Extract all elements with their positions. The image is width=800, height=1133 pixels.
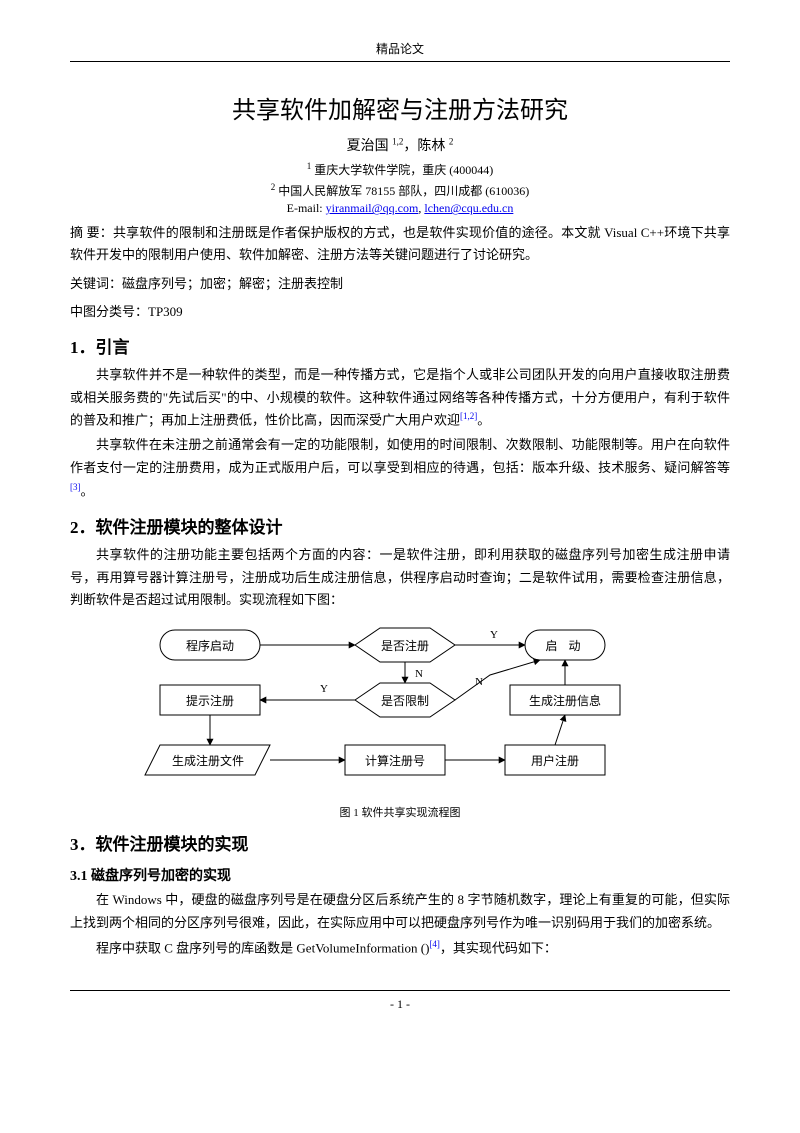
email-line: E-mail: yiranmail@qq.com, lchen@cqu.edu.…	[70, 201, 730, 216]
abstract-label: 摘 要：	[70, 225, 113, 240]
clc-label: 中图分类号：	[70, 304, 148, 319]
svg-text:提示注册: 提示注册	[186, 693, 234, 708]
section-3-heading: 3．软件注册模块的实现	[70, 830, 730, 855]
section-3-para-1: 在 Windows 中，硬盘的磁盘序列号是在硬盘分区后系统产生的 8 字节随机数…	[70, 889, 730, 935]
svg-text:生成注册文件: 生成注册文件	[172, 753, 244, 768]
running-header: 精品论文	[70, 40, 730, 57]
page-number: - 1 -	[70, 997, 730, 1012]
paper-title: 共享软件加解密与注册方法研究	[70, 90, 730, 125]
abstract-block: 摘 要：共享软件的限制和注册既是作者保护版权的方式，也是软件实现价值的途径。本文…	[70, 222, 730, 266]
clc-block: 中图分类号：TP309	[70, 301, 730, 323]
citation-link[interactable]: [4]	[429, 939, 440, 949]
clc-text: TP309	[148, 304, 183, 319]
section-1-para-2: 共享软件在未注册之前通常会有一定的功能限制，如使用的时间限制、次数限制、功能限制…	[70, 434, 730, 503]
email-prefix: E-mail:	[287, 201, 323, 215]
svg-text:计算注册号: 计算注册号	[365, 753, 425, 768]
svg-text:Y: Y	[490, 629, 498, 641]
section-1-para-1: 共享软件并不是一种软件的类型，而是一种传播方式，它是指个人或非公司团队开发的向用…	[70, 364, 730, 433]
abstract-text: 共享软件的限制和注册既是作者保护版权的方式，也是软件实现价值的途径。本文就 Vi…	[70, 225, 730, 262]
figure-1-caption: 图 1 软件共享实现流程图	[70, 804, 730, 820]
email-link-1[interactable]: yiranmail@qq.com	[326, 201, 419, 215]
svg-text:Y: Y	[320, 683, 328, 695]
paper-page: 精品论文 共享软件加解密与注册方法研究 夏治国 1,2，陈林 2 1 重庆大学软…	[0, 0, 800, 1042]
svg-text:N: N	[415, 668, 423, 680]
keywords-label: 关键词：	[70, 276, 122, 291]
svg-text:生成注册信息: 生成注册信息	[529, 693, 601, 708]
svg-text:是否注册: 是否注册	[381, 638, 429, 653]
svg-text:用户注册: 用户注册	[531, 753, 579, 768]
flowchart-figure: 程序启动 是否注册 启 动 是否限制 提示注册 生成注册信息 生成注册文件 计算…	[120, 620, 680, 800]
email-link-2[interactable]: lchen@cqu.edu.cn	[424, 201, 513, 215]
section-2-para-1: 共享软件的注册功能主要包括两个方面的内容：一是软件注册，即利用获取的磁盘序列号加…	[70, 544, 730, 612]
section-1-heading: 1．引言	[70, 333, 730, 358]
citation-link[interactable]: [3]	[70, 482, 81, 492]
svg-text:程序启动: 程序启动	[186, 638, 234, 653]
svg-text:启 动: 启 动	[545, 639, 584, 653]
affiliation-2: 2 中国人民解放军 78155 部队，四川成都 (610036)	[70, 180, 730, 201]
section-3-para-2: 程序中获取 C 盘序列号的库函数是 GetVolumeInformation (…	[70, 937, 730, 960]
svg-text:N: N	[475, 676, 483, 688]
affiliation-1: 1 重庆大学软件学院，重庆 (400044)	[70, 159, 730, 180]
section-2-heading: 2．软件注册模块的整体设计	[70, 513, 730, 538]
section-3-1-heading: 3.1 磁盘序列号加密的实现	[70, 865, 730, 885]
citation-link[interactable]: [1,2]	[460, 411, 477, 421]
header-rule	[70, 61, 730, 62]
keywords-block: 关键词：磁盘序列号；加密；解密；注册表控制	[70, 273, 730, 295]
footer-rule	[70, 990, 730, 991]
svg-text:是否限制: 是否限制	[381, 694, 429, 708]
keywords-text: 磁盘序列号；加密；解密；注册表控制	[122, 276, 343, 291]
authors-line: 夏治国 1,2，陈林 2	[70, 135, 730, 155]
authors-text: 夏治国 1,2，陈林 2	[347, 139, 454, 154]
